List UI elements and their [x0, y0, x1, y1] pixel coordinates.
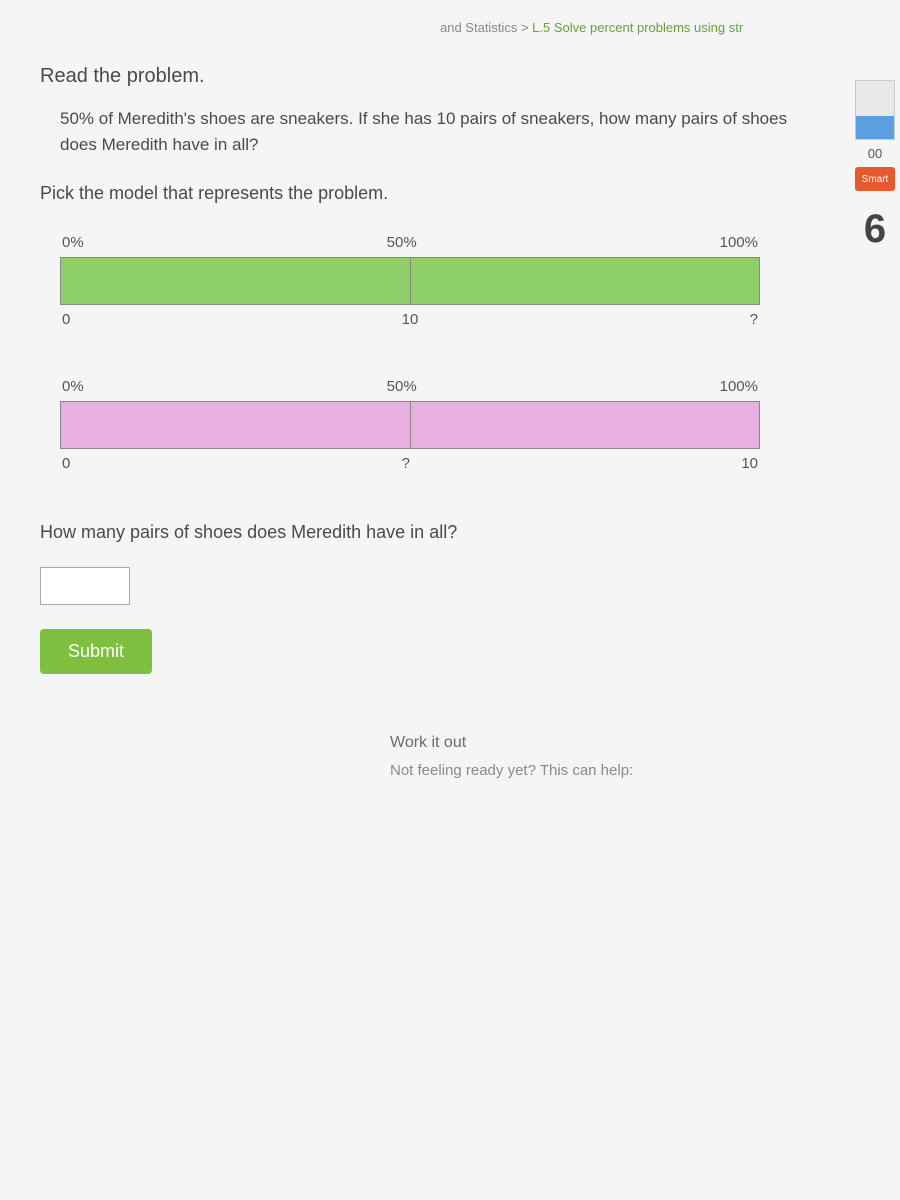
model-2-segment-2 — [411, 402, 760, 448]
model-1-top-0: 0% — [62, 234, 84, 251]
model-1-segment-2 — [411, 258, 760, 304]
model-1-bot-0: 0 — [62, 311, 70, 328]
model-1-bot-2: ? — [750, 311, 758, 328]
score-value: 00 — [868, 146, 882, 161]
model-2-bot-1: ? — [402, 455, 410, 472]
model-1-segment-1 — [61, 258, 411, 304]
instruction-text: Pick the model that represents the probl… — [40, 183, 820, 204]
model-2-bar — [60, 401, 760, 449]
breadcrumb-category: and Statistics — [440, 20, 517, 35]
model-2-segment-1 — [61, 402, 411, 448]
not-ready-text: Not feeling ready yet? This can help: — [390, 762, 820, 779]
smartscore-badge: Smart — [855, 167, 895, 191]
model-2-bot-0: 0 — [62, 455, 70, 472]
work-it-out-link[interactable]: Work it out — [390, 734, 820, 752]
model-option-2[interactable]: 0% 50% 100% 0 ? 10 — [60, 378, 760, 472]
right-sidebar: 00 Smart 6 — [850, 80, 900, 252]
score-meter — [855, 80, 895, 140]
model-1-top-1: 50% — [387, 234, 417, 251]
model-2-bottom-labels: 0 ? 10 — [60, 455, 760, 472]
model-1-bottom-labels: 0 10 ? — [60, 311, 760, 328]
model-2-top-2: 100% — [720, 378, 758, 395]
model-1-top-2: 100% — [720, 234, 758, 251]
model-1-bar — [60, 257, 760, 305]
breadcrumb-skill[interactable]: L.5 Solve percent problems using str — [532, 20, 743, 35]
model-2-bot-2: 10 — [741, 455, 758, 472]
model-2-top-labels: 0% 50% 100% — [60, 378, 760, 395]
model-2-top-1: 50% — [387, 378, 417, 395]
breadcrumb-separator: > — [521, 20, 529, 35]
answer-input[interactable] — [40, 567, 130, 605]
read-problem-heading: Read the problem. — [40, 65, 820, 88]
model-2-top-0: 0% — [62, 378, 84, 395]
model-1-bot-1: 10 — [402, 311, 419, 328]
breadcrumb: and Statistics > L.5 Solve percent probl… — [40, 20, 820, 35]
questions-count: 6 — [864, 207, 886, 252]
model-option-1[interactable]: 0% 50% 100% 0 10 ? — [60, 234, 760, 328]
submit-button[interactable]: Submit — [40, 629, 152, 674]
model-1-top-labels: 0% 50% 100% — [60, 234, 760, 251]
problem-text: 50% of Meredith's shoes are sneakers. If… — [40, 106, 820, 157]
question-text: How many pairs of shoes does Meredith ha… — [40, 522, 820, 543]
